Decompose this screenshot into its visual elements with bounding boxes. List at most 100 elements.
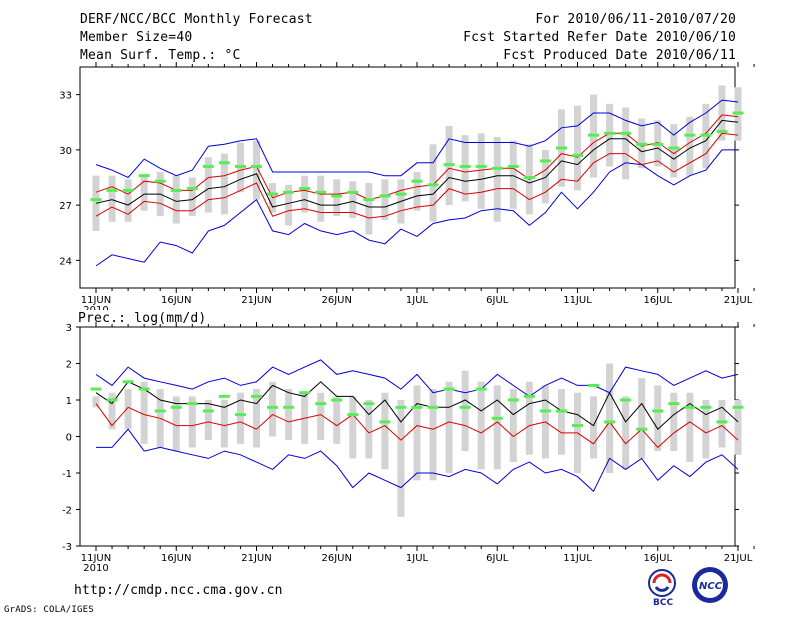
spread-box — [718, 400, 726, 448]
spread-box — [525, 381, 533, 455]
marker-point — [170, 405, 182, 409]
spread-box — [301, 175, 309, 213]
spread-box — [509, 389, 517, 463]
marker-point — [106, 398, 118, 402]
source-url[interactable]: http://cmdp.ncc.cma.gov.cn — [74, 583, 283, 598]
spread-box — [397, 400, 405, 517]
spread-box — [269, 381, 277, 437]
marker-point — [154, 179, 166, 183]
marker-point — [572, 153, 583, 157]
y-tick-label: 1 — [66, 396, 72, 407]
marker-point — [90, 198, 102, 202]
marker-point — [138, 387, 150, 391]
y-tick-label: -2 — [62, 506, 72, 517]
marker-point — [732, 405, 744, 409]
series-line-quantile — [95, 403, 739, 449]
marker-point — [411, 179, 423, 183]
marker-point — [539, 159, 551, 163]
spread-box — [92, 396, 100, 408]
marker-point — [652, 142, 664, 146]
x-year-label: 2010 — [83, 563, 108, 574]
y-tick-label: 24 — [59, 256, 72, 267]
y-tick-label: 27 — [59, 201, 72, 212]
marker-point — [218, 161, 230, 165]
spread-box — [365, 183, 373, 235]
marker-point — [555, 146, 567, 150]
marker-point — [507, 398, 519, 402]
grads-credit: GrADS: COLA/IGES — [4, 605, 94, 615]
series-line-max — [95, 99, 739, 179]
x-tick-label: 21JUL — [724, 295, 753, 306]
y-tick-label: 33 — [59, 91, 72, 102]
series-line-upper — [95, 114, 739, 201]
y-tick-label: 0 — [66, 433, 72, 444]
marker-point — [604, 131, 616, 135]
spread-box — [349, 181, 357, 219]
spread-box — [670, 392, 678, 452]
marker-point — [202, 164, 214, 168]
marker-point — [363, 198, 375, 202]
spread-box — [172, 396, 180, 452]
series-line-min — [96, 428, 739, 493]
marker-point — [411, 405, 423, 409]
y-tick-label: 2 — [66, 360, 72, 371]
spread-box — [461, 135, 469, 202]
marker-point — [716, 129, 728, 133]
marker-point — [347, 413, 359, 417]
spread-box — [461, 370, 469, 452]
x-tick-label: 6JUL — [486, 295, 509, 306]
spread-box — [285, 389, 293, 441]
marker-point — [283, 190, 295, 194]
ncc-logo: NCC — [692, 567, 728, 603]
marker-point — [395, 192, 407, 196]
x-tick-label: 26JUN — [322, 295, 352, 306]
series-line-mean — [95, 119, 739, 208]
bcc-logo: BCC — [648, 569, 676, 607]
spread-box — [204, 400, 212, 441]
spread-box — [253, 389, 260, 448]
spread-box — [124, 389, 132, 430]
x-tick-label: 16JUL — [643, 295, 672, 306]
marker-point — [684, 405, 696, 409]
spread-box — [333, 396, 341, 444]
marker-point — [572, 424, 583, 428]
x-tick-label: 16JUN — [161, 295, 191, 306]
marker-point — [283, 405, 295, 409]
marker-point — [267, 192, 279, 196]
spread-box — [220, 153, 228, 215]
marker-point — [395, 405, 407, 409]
spread-box — [574, 105, 581, 191]
spread-box — [477, 381, 485, 470]
marker-point — [234, 164, 246, 168]
marker-point — [588, 383, 600, 387]
series-line-min — [95, 149, 738, 267]
series-line-max — [95, 359, 739, 398]
marker-point — [347, 190, 359, 194]
marker-point — [523, 176, 535, 179]
marker-point — [299, 187, 311, 191]
spread-box — [140, 381, 148, 444]
spread-box — [670, 124, 678, 178]
marker-point — [491, 166, 503, 170]
spread-box — [541, 149, 549, 204]
marker-point — [251, 164, 262, 168]
marker-point — [138, 174, 150, 178]
spread-box — [429, 144, 437, 222]
spread-box — [734, 400, 742, 455]
svg-text:NCC: NCC — [699, 581, 723, 592]
marker-point — [475, 164, 487, 168]
spread-box — [349, 396, 357, 459]
marker-point — [716, 420, 728, 424]
marker-point — [620, 398, 632, 402]
svg-text:BCC: BCC — [653, 598, 673, 607]
marker-point — [186, 402, 198, 406]
marker-point — [555, 409, 567, 413]
spread-box — [220, 400, 228, 448]
spread-box — [381, 179, 389, 220]
spread-box — [317, 175, 325, 222]
spread-box — [253, 140, 260, 200]
marker-point — [331, 398, 343, 402]
x-tick-label: 21JUL — [724, 553, 753, 564]
marker-point — [251, 394, 262, 398]
